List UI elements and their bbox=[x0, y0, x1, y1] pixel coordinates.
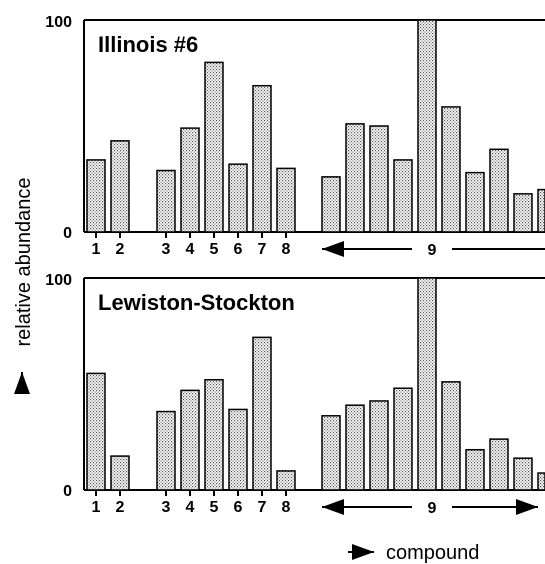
bar-3 bbox=[156, 410, 176, 491]
bar-9c bbox=[369, 400, 389, 491]
bar-3 bbox=[156, 169, 176, 233]
panel-title: Illinois #6 bbox=[98, 32, 198, 57]
bar-8 bbox=[276, 470, 296, 491]
bar-9d bbox=[393, 159, 413, 233]
group-9-label: 9 bbox=[428, 500, 437, 517]
x-tick-label: 1 bbox=[92, 241, 101, 258]
bar-9j bbox=[537, 188, 545, 233]
bar-9i bbox=[513, 193, 533, 233]
bar-9g bbox=[465, 448, 485, 491]
bar-9j bbox=[537, 472, 545, 491]
bar-9g bbox=[465, 171, 485, 233]
y-tick-0: 0 bbox=[63, 483, 72, 500]
x-tick-label: 6 bbox=[234, 499, 243, 516]
x-tick-label: 2 bbox=[116, 241, 125, 258]
y-axis-title: relative abundance bbox=[13, 177, 35, 346]
bar-9b bbox=[345, 404, 365, 491]
x-tick-label: 2 bbox=[116, 499, 125, 516]
bar-1 bbox=[86, 159, 106, 233]
y-tick-0: 0 bbox=[63, 225, 72, 242]
panel-title: Lewiston-Stockton bbox=[98, 290, 295, 315]
bar-9b bbox=[345, 123, 365, 233]
x-tick-label: 3 bbox=[162, 499, 171, 516]
bar-6 bbox=[228, 163, 248, 233]
x-tick-label: 4 bbox=[186, 499, 195, 516]
bar-9i bbox=[513, 457, 533, 491]
x-axis-label: compound bbox=[386, 542, 479, 564]
bar-9c bbox=[369, 125, 389, 233]
x-tick-label: 5 bbox=[210, 499, 219, 516]
bar-group bbox=[86, 277, 545, 491]
bar-9h bbox=[489, 438, 509, 491]
bar-7 bbox=[252, 336, 272, 491]
bar-9d bbox=[393, 387, 413, 491]
bar-9a bbox=[321, 176, 341, 233]
bar-group bbox=[86, 19, 545, 233]
bar-4 bbox=[180, 127, 200, 233]
bar-9f bbox=[441, 106, 461, 233]
bar-9h bbox=[489, 148, 509, 233]
bar-9f bbox=[441, 381, 461, 491]
group-9-label: 9 bbox=[428, 242, 437, 259]
bar-4 bbox=[180, 389, 200, 491]
bar-5 bbox=[204, 379, 224, 491]
bar-8 bbox=[276, 167, 296, 233]
x-tick-label: 6 bbox=[234, 241, 243, 258]
x-tick-label: 3 bbox=[162, 241, 171, 258]
x-tick-label: 5 bbox=[210, 241, 219, 258]
bar-5 bbox=[204, 61, 224, 233]
y-axis-label: relative abundance bbox=[13, 177, 35, 346]
x-tick-label: 8 bbox=[282, 241, 291, 258]
bar-2 bbox=[110, 455, 130, 491]
x-tick-label: 4 bbox=[186, 241, 195, 258]
bar-6 bbox=[228, 408, 248, 491]
bar-9e bbox=[417, 277, 437, 491]
x-tick-label: 8 bbox=[282, 499, 291, 516]
x-tick-label: 7 bbox=[258, 499, 267, 516]
x-tick-label: 1 bbox=[92, 499, 101, 516]
bar-9a bbox=[321, 415, 341, 491]
x-tick-label: 7 bbox=[258, 241, 267, 258]
bar-2 bbox=[110, 140, 130, 233]
bar-1 bbox=[86, 372, 106, 491]
y-tick-100: 100 bbox=[45, 272, 72, 289]
y-tick-100: 100 bbox=[45, 14, 72, 31]
bar-9e bbox=[417, 19, 437, 233]
bar-7 bbox=[252, 84, 272, 233]
